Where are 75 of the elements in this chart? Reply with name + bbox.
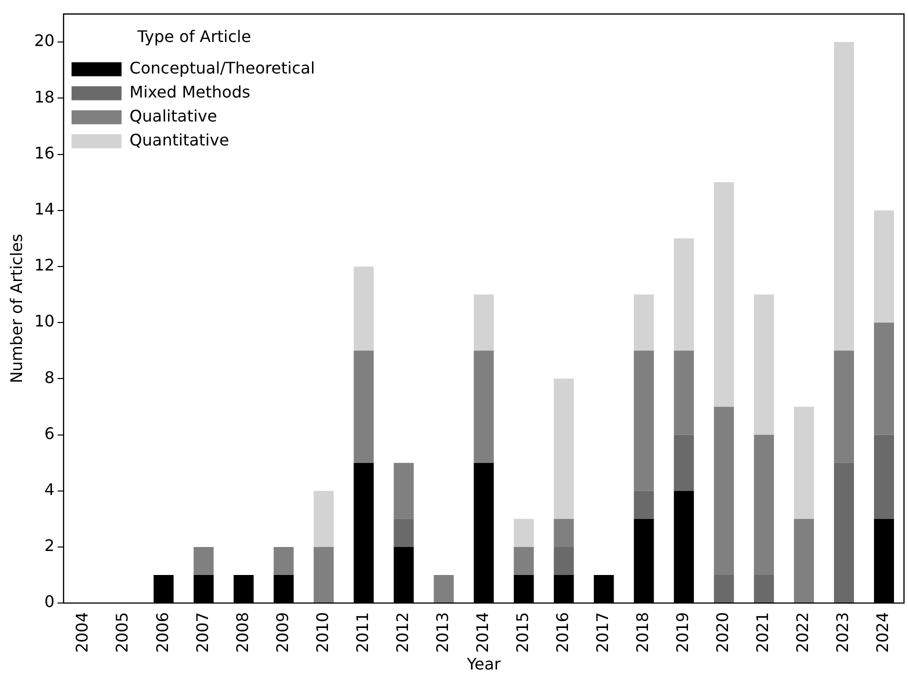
bar xyxy=(834,42,854,351)
y-tick-label: 14 xyxy=(34,200,55,219)
bar xyxy=(634,350,654,491)
x-tick-label: 2010 xyxy=(312,612,332,653)
bar xyxy=(354,350,374,463)
y-tick-label: 4 xyxy=(44,480,55,500)
bar xyxy=(674,238,694,351)
x-tick-label: 2014 xyxy=(472,612,492,653)
x-tick-label: 2013 xyxy=(432,612,452,653)
bar xyxy=(874,210,894,323)
x-tick-label: 2015 xyxy=(512,612,532,653)
y-tick-label: 10 xyxy=(34,312,55,331)
bar xyxy=(634,490,654,519)
bar xyxy=(634,294,654,351)
x-tick-label: 2019 xyxy=(673,612,692,653)
bar xyxy=(554,546,574,576)
bar xyxy=(474,350,494,463)
bar xyxy=(274,546,294,576)
bar xyxy=(834,350,854,463)
bar xyxy=(314,490,334,547)
x-tick-label: 2007 xyxy=(192,612,212,653)
bar xyxy=(194,546,214,576)
x-tick-label: 2023 xyxy=(833,612,852,653)
bar xyxy=(874,434,894,519)
bar xyxy=(514,546,534,576)
bar xyxy=(394,462,414,519)
bar xyxy=(394,518,414,547)
bar xyxy=(794,518,814,603)
bar xyxy=(874,322,894,435)
legend-label: Mixed Methods xyxy=(130,82,250,102)
x-tick-label: 2017 xyxy=(593,612,612,653)
x-axis-title: Year xyxy=(466,654,502,674)
y-tick-label: 18 xyxy=(34,87,55,106)
x-tick-label: 2009 xyxy=(272,612,292,653)
bar xyxy=(674,350,694,435)
y-tick-label: 12 xyxy=(34,256,55,275)
bar xyxy=(754,294,774,435)
bar xyxy=(474,294,494,351)
y-tick-label: 0 xyxy=(44,592,55,612)
bar xyxy=(754,434,774,576)
x-tick-label: 2004 xyxy=(72,612,92,653)
y-tick-label: 6 xyxy=(44,424,55,443)
x-tick-label: 2011 xyxy=(352,612,372,653)
y-tick-label: 16 xyxy=(34,143,55,162)
bar xyxy=(834,462,854,603)
x-tick-label: 2018 xyxy=(633,612,652,653)
y-tick-label: 20 xyxy=(34,31,55,50)
bar xyxy=(674,434,694,491)
x-tick-label: 2024 xyxy=(873,612,892,653)
legend-label: Quantitative xyxy=(130,130,230,150)
bar xyxy=(354,266,374,351)
legend-label: Qualitative xyxy=(130,106,218,126)
x-tick-label: 2022 xyxy=(793,612,812,653)
x-tick-label: 2008 xyxy=(232,612,252,653)
bar xyxy=(434,575,454,603)
y-tick-label: 8 xyxy=(44,368,55,387)
bar xyxy=(554,518,574,547)
bar xyxy=(754,575,774,603)
bar xyxy=(714,406,734,576)
x-tick-label: 2021 xyxy=(753,612,772,653)
y-tick-label: 2 xyxy=(44,536,55,556)
bar xyxy=(554,378,574,519)
x-tick-label: 2016 xyxy=(552,612,572,653)
bar xyxy=(794,406,814,519)
bar xyxy=(714,182,734,407)
bar xyxy=(314,546,334,603)
x-tick-label: 2020 xyxy=(713,612,732,653)
bar xyxy=(714,575,734,603)
x-tick-label: 2006 xyxy=(152,612,172,653)
x-tick-label: 2012 xyxy=(392,612,412,653)
x-tick-label: 2005 xyxy=(112,612,132,653)
bar xyxy=(514,518,534,547)
y-axis-title: Number of Articles xyxy=(6,234,26,384)
legend-title: Type of Article xyxy=(136,27,252,46)
legend-label: Conceptual/Theoretical xyxy=(130,58,315,78)
